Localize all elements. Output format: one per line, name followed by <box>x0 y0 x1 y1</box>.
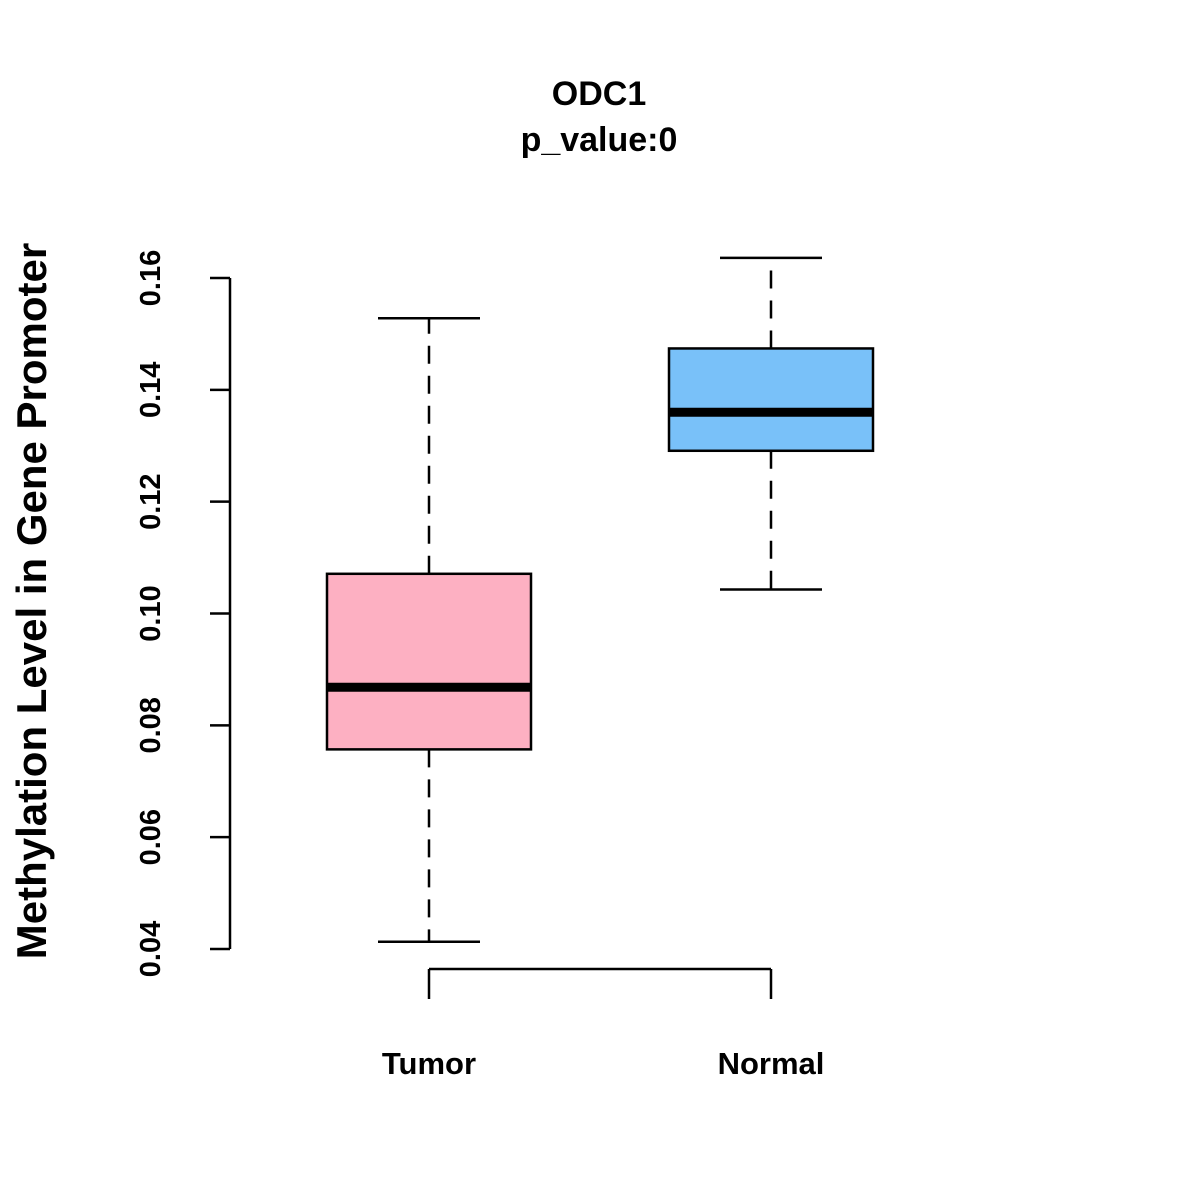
box-normal <box>667 256 875 591</box>
chart-title: ODC1 <box>552 75 646 113</box>
iqr-box <box>667 347 875 453</box>
y-tick-label: 0.14 <box>135 362 167 418</box>
x-tick-label-normal: Normal <box>718 1046 825 1081</box>
y-tick-label: 0.08 <box>135 697 167 753</box>
y-tick-label: 0.04 <box>135 921 167 977</box>
y-tick-label: 0.06 <box>135 809 167 865</box>
x-axis: Tumor Normal <box>382 967 825 1081</box>
box-tumor <box>325 317 533 943</box>
y-tick-label: 0.10 <box>135 585 167 641</box>
y-axis: 0.04 0.06 0.08 0.10 0.12 0.14 0.16 <box>135 250 232 977</box>
box-group <box>325 256 875 943</box>
y-tick-label: 0.16 <box>135 250 167 306</box>
iqr-box <box>325 572 533 751</box>
chart-subtitle: p_value:0 <box>521 121 678 159</box>
x-tick-label-tumor: Tumor <box>382 1046 476 1081</box>
y-axis-label: Methylation Level in Gene Promoter <box>8 243 55 959</box>
y-tick-label: 0.12 <box>135 473 167 529</box>
